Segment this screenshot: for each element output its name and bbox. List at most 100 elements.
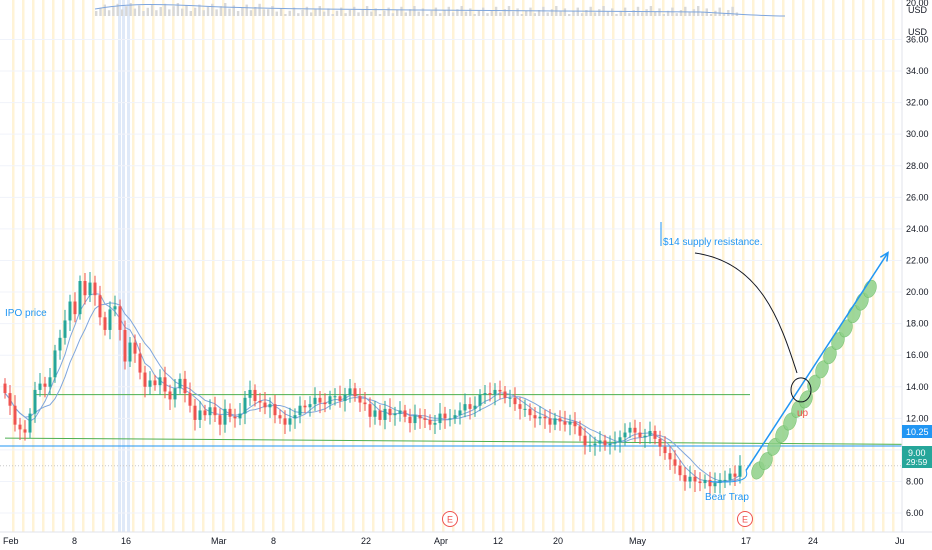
x-tick-label: Feb [3, 536, 19, 546]
candle-body [398, 410, 402, 414]
candle-body [173, 388, 177, 400]
candle-body [143, 372, 147, 387]
session-stripe [452, 0, 455, 532]
candle-body [658, 438, 662, 447]
time-axis[interactable]: Feb 8 16 Mar 8 22 Apr 12 20 May 17 24 Ju [0, 531, 932, 550]
candle-body [328, 396, 332, 405]
session-stripe [342, 0, 345, 532]
projection-path: up [709, 251, 889, 483]
candle-body [493, 389, 497, 395]
session-stripe [462, 0, 465, 532]
candle-body [133, 342, 137, 354]
candle-body [663, 446, 667, 454]
candle-body [368, 404, 372, 417]
candle-body [118, 306, 122, 330]
candle-body [248, 389, 252, 398]
session-stripe [62, 0, 65, 532]
candle-body [363, 402, 367, 405]
volume-bar [383, 10, 386, 16]
highlight-stripe [127, 0, 130, 532]
session-stripe [352, 0, 355, 532]
volume-bar [271, 6, 274, 16]
volume-bar [439, 13, 442, 16]
volume-bar [533, 13, 536, 16]
session-stripe [312, 0, 315, 532]
candle-body [228, 408, 232, 417]
volume-bar [228, 8, 231, 16]
session-stripes [12, 0, 905, 532]
moving-average-line [4, 293, 741, 484]
volume-bar [292, 7, 296, 16]
volume-bar [322, 11, 326, 16]
candlesticks[interactable] [3, 271, 742, 496]
horizontal-levels [0, 394, 932, 467]
volume-bar [129, 3, 132, 16]
candle-body [213, 407, 217, 416]
y-tick-label: 32.00 [906, 98, 929, 108]
session-stripe [252, 0, 255, 532]
session-stripe [392, 0, 395, 532]
candle-body [698, 481, 702, 484]
candle-body [203, 410, 207, 416]
candle-body [633, 427, 637, 433]
volume-bar [172, 6, 175, 16]
candle-body [308, 404, 312, 408]
volume-bar [150, 4, 154, 16]
candle-body [68, 301, 72, 321]
candle-body [568, 421, 572, 425]
session-stripe [442, 0, 445, 532]
session-stripe [712, 0, 715, 532]
volume-bar [95, 11, 98, 16]
candle-body [338, 396, 342, 401]
volume-bar [469, 8, 472, 16]
session-stripe [542, 0, 545, 532]
x-tick-label: 24 [808, 536, 818, 546]
volume-bar [176, 3, 180, 16]
candle-body [183, 378, 187, 394]
candle-body [38, 383, 42, 390]
earnings-marker-mar[interactable]: E [442, 511, 458, 527]
session-stripe [682, 0, 685, 532]
candle-body [178, 378, 182, 389]
volume-bar [163, 3, 167, 16]
session-stripe [172, 0, 175, 532]
current-price-tag [902, 446, 932, 468]
y-tick-label: 36.00 [906, 34, 929, 44]
session-stripe [382, 0, 385, 532]
candle-body [688, 476, 692, 482]
volume-bar [585, 10, 588, 16]
volume-bar [666, 10, 670, 16]
session-stripe [192, 0, 195, 532]
supply-circle [790, 377, 812, 403]
volume-bar [494, 6, 498, 16]
session-stripe [222, 0, 225, 532]
candle-body [283, 418, 287, 425]
x-tick-label: Mar [211, 536, 227, 546]
x-tick-label: 8 [72, 536, 77, 546]
candle-body [128, 342, 132, 362]
candle-body [498, 389, 502, 392]
session-stripe [762, 0, 765, 532]
volume-bar [353, 6, 356, 16]
x-tick-label: 12 [493, 536, 503, 546]
volume-bar [645, 9, 648, 16]
candle-body [733, 473, 737, 477]
volume-bar [288, 10, 291, 16]
x-tick-label: Ju [895, 536, 905, 546]
volume-bar [232, 5, 235, 17]
candle-body [253, 389, 257, 401]
price-axis[interactable]: 20.00 USD USD 6.008.0010.0012.0014.0016.… [901, 0, 932, 532]
volume-bar [206, 7, 210, 16]
y-tick-label: 6.00 [906, 508, 924, 518]
grid-lines [0, 38, 902, 514]
session-stripe [292, 0, 295, 532]
session-stripe [572, 0, 575, 532]
volume-bar [370, 11, 373, 16]
candle-body [558, 418, 562, 422]
y-tick-label: 8.00 [906, 476, 924, 486]
candle-body [303, 405, 307, 408]
session-stripe [522, 0, 525, 532]
y-tick-label: 26.00 [906, 192, 929, 202]
earnings-marker-may[interactable]: E [737, 511, 753, 527]
